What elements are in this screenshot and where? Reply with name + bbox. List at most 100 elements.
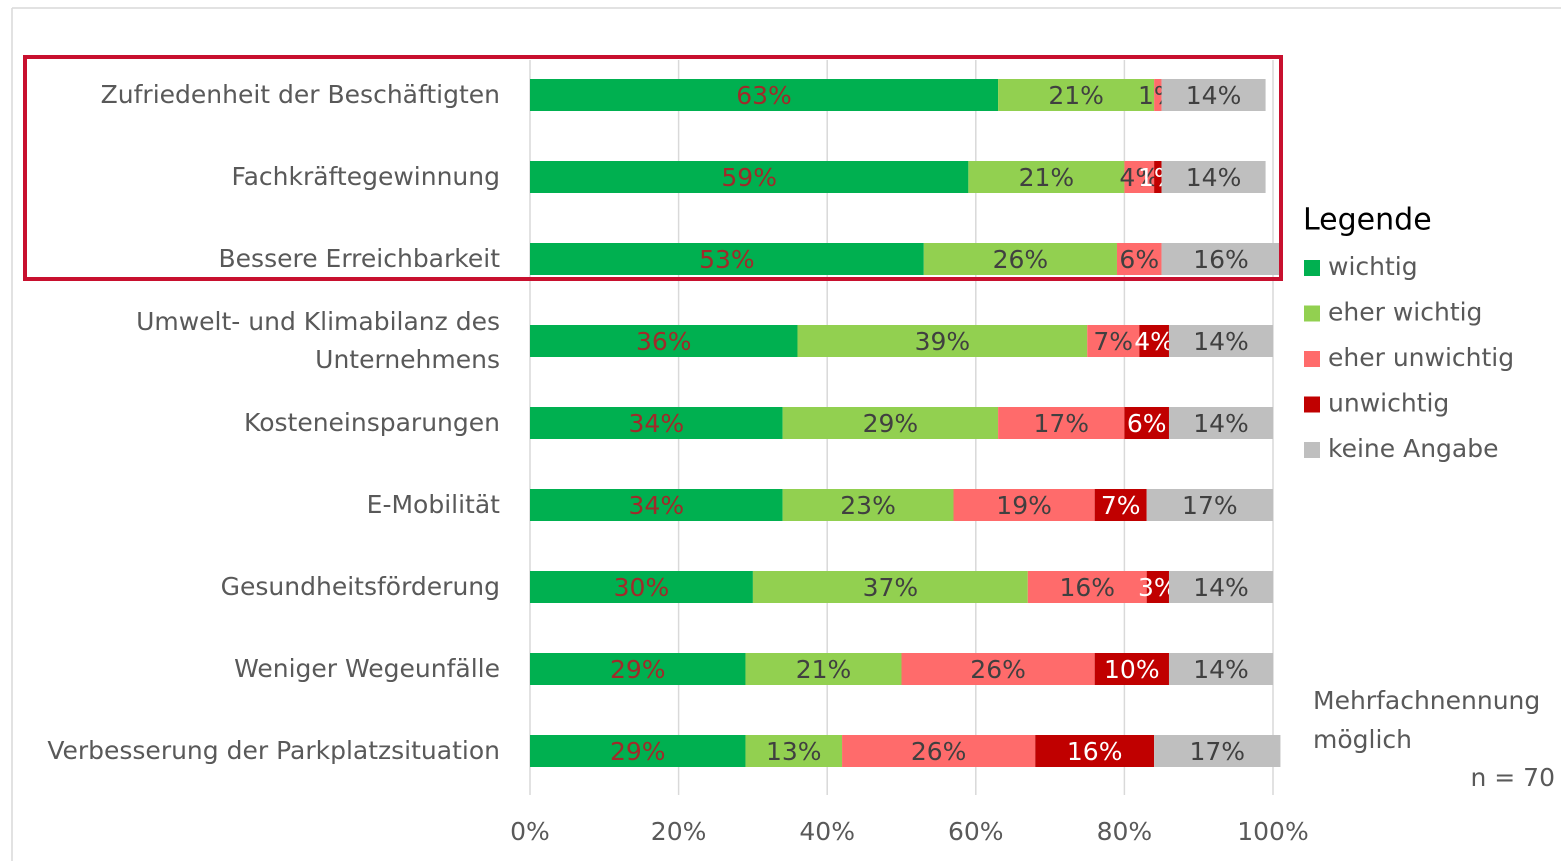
- data-label: 16%: [1067, 737, 1123, 766]
- legend-swatch: [1304, 351, 1320, 367]
- data-label: 17%: [1033, 409, 1089, 438]
- category-label: Bessere Erreichbarkeit: [218, 244, 500, 273]
- data-label: 10%: [1104, 655, 1160, 684]
- x-tick-label: 0%: [510, 817, 550, 846]
- bar-segment: [1161, 161, 1266, 193]
- bar-segment: [998, 79, 1155, 111]
- data-label: 34%: [629, 409, 685, 438]
- bar-segment: [1146, 489, 1273, 521]
- bar-segment: [901, 653, 1095, 685]
- highlight-box: [23, 55, 1283, 281]
- bar-segment: [1168, 325, 1273, 357]
- bar-segment: [1168, 653, 1273, 685]
- data-label: 7%: [1101, 491, 1141, 520]
- bar-segment: [1035, 735, 1155, 767]
- data-label: 14%: [1186, 81, 1242, 110]
- data-label: 21%: [1048, 81, 1104, 110]
- data-label: 4%: [1119, 163, 1159, 192]
- bar-segment: [530, 161, 969, 193]
- bar-segment: [530, 243, 924, 275]
- bar-segment: [1154, 735, 1281, 767]
- bar-segment: [745, 735, 843, 767]
- data-label: 29%: [863, 409, 919, 438]
- bar-segment: [1087, 325, 1140, 357]
- x-tick-label: 20%: [651, 817, 707, 846]
- category-label: Weniger Wegeunfälle: [234, 654, 500, 683]
- legend-title: Legende: [1303, 203, 1432, 238]
- data-label: 21%: [796, 655, 852, 684]
- bar-segment: [1094, 653, 1169, 685]
- bar-segment: [842, 735, 1036, 767]
- data-label: 7%: [1093, 327, 1133, 356]
- x-tick-label: 40%: [799, 817, 855, 846]
- category-label: Fachkräftegewinnung: [231, 162, 500, 191]
- category-label: Zufriedenheit der Beschäftigten: [100, 80, 500, 109]
- data-label: 14%: [1193, 327, 1249, 356]
- legend-label: eher wichtig: [1328, 298, 1482, 327]
- data-label: 34%: [629, 491, 685, 520]
- data-label: 30%: [614, 573, 670, 602]
- x-tick-label: 100%: [1237, 817, 1308, 846]
- bar-segment: [1139, 325, 1169, 357]
- data-label: 37%: [863, 573, 919, 602]
- data-label: 17%: [1189, 737, 1245, 766]
- bar-segment: [745, 653, 902, 685]
- note: Mehrfachnennung möglich: [1313, 686, 1541, 754]
- data-label: 6%: [1119, 245, 1159, 274]
- legend-label: unwichtig: [1328, 389, 1449, 418]
- bar-segment: [1168, 571, 1273, 603]
- sample-size: n = 70: [1470, 763, 1556, 792]
- bar-segment: [953, 489, 1095, 521]
- data-label: 29%: [610, 737, 666, 766]
- bar-segment: [1094, 489, 1147, 521]
- legend-swatch: [1304, 260, 1320, 276]
- data-label: 26%: [911, 737, 967, 766]
- legend-label: wichtig: [1328, 252, 1418, 281]
- bar-segment: [998, 407, 1125, 439]
- category-label: Kosteneinsparungen: [244, 408, 500, 437]
- bar-segment: [1154, 161, 1162, 193]
- bar-segment: [1154, 79, 1162, 111]
- bars: 63% 21% 1% 14%59% 21% 4%1% 14%53% 26% 6% 16%36% 39…: [530, 79, 1281, 767]
- bar-segment: [530, 407, 783, 439]
- bar-segment: [782, 489, 954, 521]
- data-label: 39%: [915, 327, 971, 356]
- data-label: 13%: [766, 737, 822, 766]
- data-label: 26%: [970, 655, 1026, 684]
- data-label: 17%: [1182, 491, 1238, 520]
- category-label: Gesundheitsförderung: [220, 572, 500, 601]
- data-label: 63%: [736, 81, 792, 110]
- data-label: 14%: [1193, 573, 1249, 602]
- data-label: 19%: [996, 491, 1052, 520]
- bar-segment: [797, 325, 1088, 357]
- x-tick-label: 60%: [948, 817, 1004, 846]
- legend-swatch: [1304, 305, 1320, 322]
- data-label: 14%: [1193, 655, 1249, 684]
- bar-segment: [530, 79, 999, 111]
- bar-segment: [1116, 243, 1162, 275]
- data-label: 16%: [1059, 573, 1115, 602]
- bar-segment: [1027, 571, 1147, 603]
- data-label: 21%: [1019, 163, 1075, 192]
- legend-label: keine Angabe: [1328, 434, 1498, 463]
- category-label: Umwelt- und Klimabilanz des Unternehmens: [136, 307, 500, 374]
- data-label: 14%: [1186, 163, 1242, 192]
- bar-segment: [530, 571, 753, 603]
- legend-label: eher unwichtig: [1328, 343, 1514, 372]
- bar-segment: [530, 489, 783, 521]
- bar-segment: [1146, 571, 1169, 603]
- bar-segment: [530, 325, 798, 357]
- data-label: 36%: [636, 327, 692, 356]
- bar-segment: [1124, 407, 1169, 439]
- data-label: 16%: [1193, 245, 1249, 274]
- bar-segment: [752, 571, 1028, 603]
- legend: wichtig eher wichtig eher unwichtig unwicht…: [1304, 252, 1514, 463]
- legend-swatch: [1304, 442, 1320, 458]
- bar-segment: [1161, 79, 1266, 111]
- data-label: 6%: [1127, 409, 1167, 438]
- data-label: 26%: [993, 245, 1049, 274]
- bar-segment: [530, 735, 746, 767]
- bar-segment: [1168, 407, 1273, 439]
